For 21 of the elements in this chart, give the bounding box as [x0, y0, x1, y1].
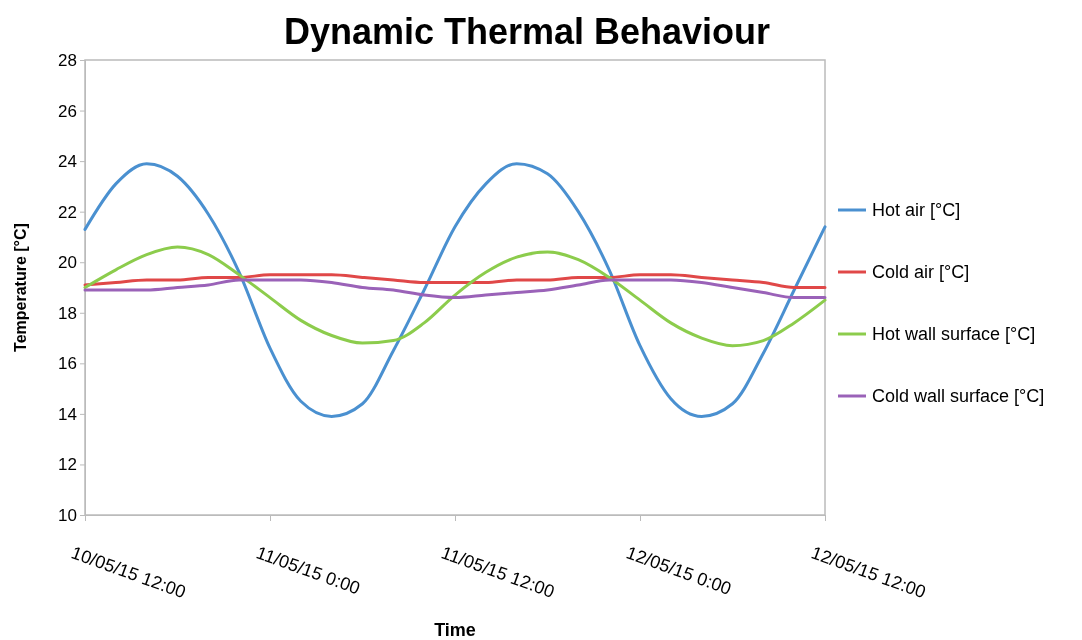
legend-label: Cold wall surface [°C] — [872, 386, 1045, 406]
x-axis-title: Time — [434, 620, 476, 640]
y-tick-label: 28 — [58, 50, 77, 70]
line-series — [83, 162, 827, 418]
y-tick-label: 10 — [58, 505, 77, 525]
legend-label: Hot air [°C] — [872, 200, 961, 220]
line-series — [83, 245, 827, 348]
y-tick-label: 20 — [58, 253, 77, 273]
y-tick-label: 12 — [58, 455, 77, 475]
legend-label: Hot wall surface [°C] — [872, 324, 1036, 344]
legend-label: Cold air [°C] — [872, 262, 970, 282]
y-tick-label: 22 — [58, 202, 77, 222]
line-series — [83, 273, 827, 289]
chart-title: Dynamic Thermal Behaviour — [283, 11, 771, 52]
y-tick-label: 24 — [58, 152, 77, 172]
y-axis-title: Temperature [°C] — [12, 223, 29, 352]
y-tick-label: 16 — [58, 354, 77, 374]
y-tick-label: 26 — [58, 101, 77, 121]
y-tick-label: 18 — [58, 303, 77, 323]
line-series — [83, 278, 827, 300]
y-tick-label: 14 — [58, 404, 77, 424]
